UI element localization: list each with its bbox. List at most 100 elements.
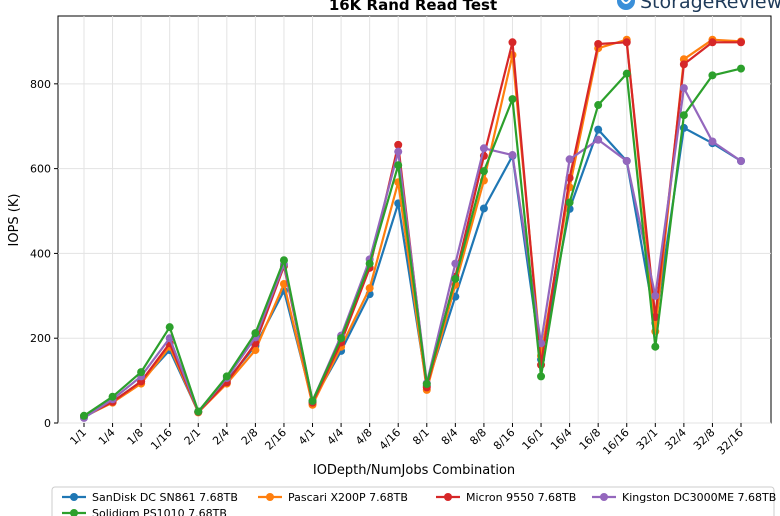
data-point	[708, 38, 717, 47]
plot-area	[57, 15, 772, 424]
data-point	[679, 111, 688, 120]
x-axis-title: IODepth/NumJobs Combination	[313, 463, 515, 478]
data-point	[422, 379, 431, 388]
data-point	[479, 144, 488, 153]
legend-label: Micron 9550 7.68TB	[466, 491, 576, 504]
legend-marker	[600, 493, 608, 501]
legend-item: Micron 9550 7.68TB	[436, 491, 576, 504]
chart-title: 16K Rand Read Test	[329, 0, 497, 14]
data-point	[80, 411, 88, 420]
y-tick-label: 400	[30, 247, 51, 260]
data-point	[137, 368, 146, 377]
logo-icon	[617, 0, 635, 10]
x-tick-label: 16/16	[600, 426, 632, 458]
data-point	[708, 71, 717, 80]
legend-marker	[70, 493, 78, 501]
legend-label: SanDisk DC SN861 7.68TB	[92, 491, 238, 504]
data-point	[565, 198, 574, 207]
x-tick-label: 4/1	[296, 426, 318, 448]
data-point	[594, 125, 603, 134]
x-tick-label: 8/4	[439, 426, 461, 448]
data-point	[308, 396, 317, 405]
data-point	[479, 204, 488, 213]
storagereview-logo: StorageReview	[617, 0, 780, 13]
data-point	[508, 95, 517, 104]
legend-label: Kingston DC3000ME 7.68TB	[622, 491, 776, 504]
legend-label: Pascari X200P 7.68TB	[288, 491, 408, 504]
x-tick-label: 1/4	[96, 426, 118, 448]
data-point	[251, 346, 260, 355]
data-point	[508, 38, 517, 47]
legend: SanDisk DC SN861 7.68TB Pascari X200P 7.6…	[51, 486, 776, 516]
legend-marker	[444, 493, 452, 501]
x-tick-label: 4/16	[377, 426, 404, 453]
data-point	[565, 155, 574, 164]
data-point	[108, 392, 117, 401]
data-point	[594, 101, 603, 110]
data-point	[594, 135, 603, 144]
data-point	[537, 339, 546, 348]
data-point	[737, 38, 745, 47]
data-point	[651, 291, 660, 300]
data-point	[622, 69, 631, 78]
data-point	[365, 284, 374, 293]
x-tick-label: 2/16	[262, 426, 289, 453]
y-tick-label: 600	[30, 163, 51, 176]
data-point	[394, 147, 403, 156]
legend-item: Solidigm PS1010 7.68TB	[62, 507, 227, 516]
series-layer	[80, 35, 745, 422]
x-tick-label: 2/4	[210, 426, 232, 448]
y-tick-label: 200	[30, 332, 51, 345]
data-point	[394, 161, 403, 170]
data-point	[279, 279, 288, 288]
legend-item: Kingston DC3000ME 7.68TB	[592, 491, 776, 504]
x-tick-label: 1/8	[125, 426, 147, 448]
data-point	[508, 151, 517, 160]
logo-icon-mark	[620, 0, 632, 4]
data-point	[194, 407, 203, 416]
x-tick-label: 1/1	[67, 426, 89, 448]
data-point	[537, 372, 546, 381]
x-tick-label: 4/8	[353, 426, 375, 448]
data-point	[279, 256, 288, 265]
data-point	[222, 372, 231, 381]
data-point	[737, 156, 745, 165]
legend-item: Pascari X200P 7.68TB	[258, 491, 408, 504]
x-tick-label: 2/1	[182, 426, 204, 448]
grid	[58, 16, 771, 424]
x-tick-label: 16/1	[520, 426, 547, 453]
data-point	[451, 259, 460, 268]
legend-box	[51, 486, 775, 516]
data-point	[622, 156, 631, 165]
x-tick-label: 8/8	[467, 426, 489, 448]
x-tick-label: 2/8	[239, 426, 261, 448]
data-point	[365, 259, 374, 268]
legend-marker	[70, 509, 78, 516]
x-tick-label: 16/4	[548, 426, 575, 453]
data-point	[479, 167, 488, 176]
data-point	[679, 84, 688, 93]
data-point	[337, 334, 346, 343]
series-line	[83, 67, 742, 417]
data-point	[394, 140, 403, 149]
legend-marker	[266, 493, 274, 501]
x-tick-label: 8/16	[491, 426, 518, 453]
y-tick-label: 0	[44, 417, 51, 430]
y-tick-label: 800	[30, 78, 51, 91]
x-tick-label: 32/16	[715, 426, 747, 458]
x-tick-label: 32/4	[662, 426, 689, 453]
data-point	[594, 39, 603, 48]
data-point	[622, 38, 631, 47]
data-point	[251, 329, 260, 338]
series-4	[80, 64, 745, 420]
data-point	[451, 274, 460, 283]
data-point	[651, 342, 660, 351]
x-tick-label: 4/4	[324, 426, 346, 448]
logo-text: StorageReview	[640, 0, 780, 13]
x-tick-label: 32/1	[634, 426, 661, 453]
x-axis: 1/1 1/4 1/8 1/16 2/1 2/4 2/8 2/16 4/1 4/4 4/8 4/16 8…	[67, 423, 746, 458]
x-tick-label: 1/16	[148, 426, 175, 453]
legend-item: SanDisk DC SN861 7.68TB	[62, 491, 238, 504]
legend-label: Solidigm PS1010 7.68TB	[92, 507, 227, 516]
